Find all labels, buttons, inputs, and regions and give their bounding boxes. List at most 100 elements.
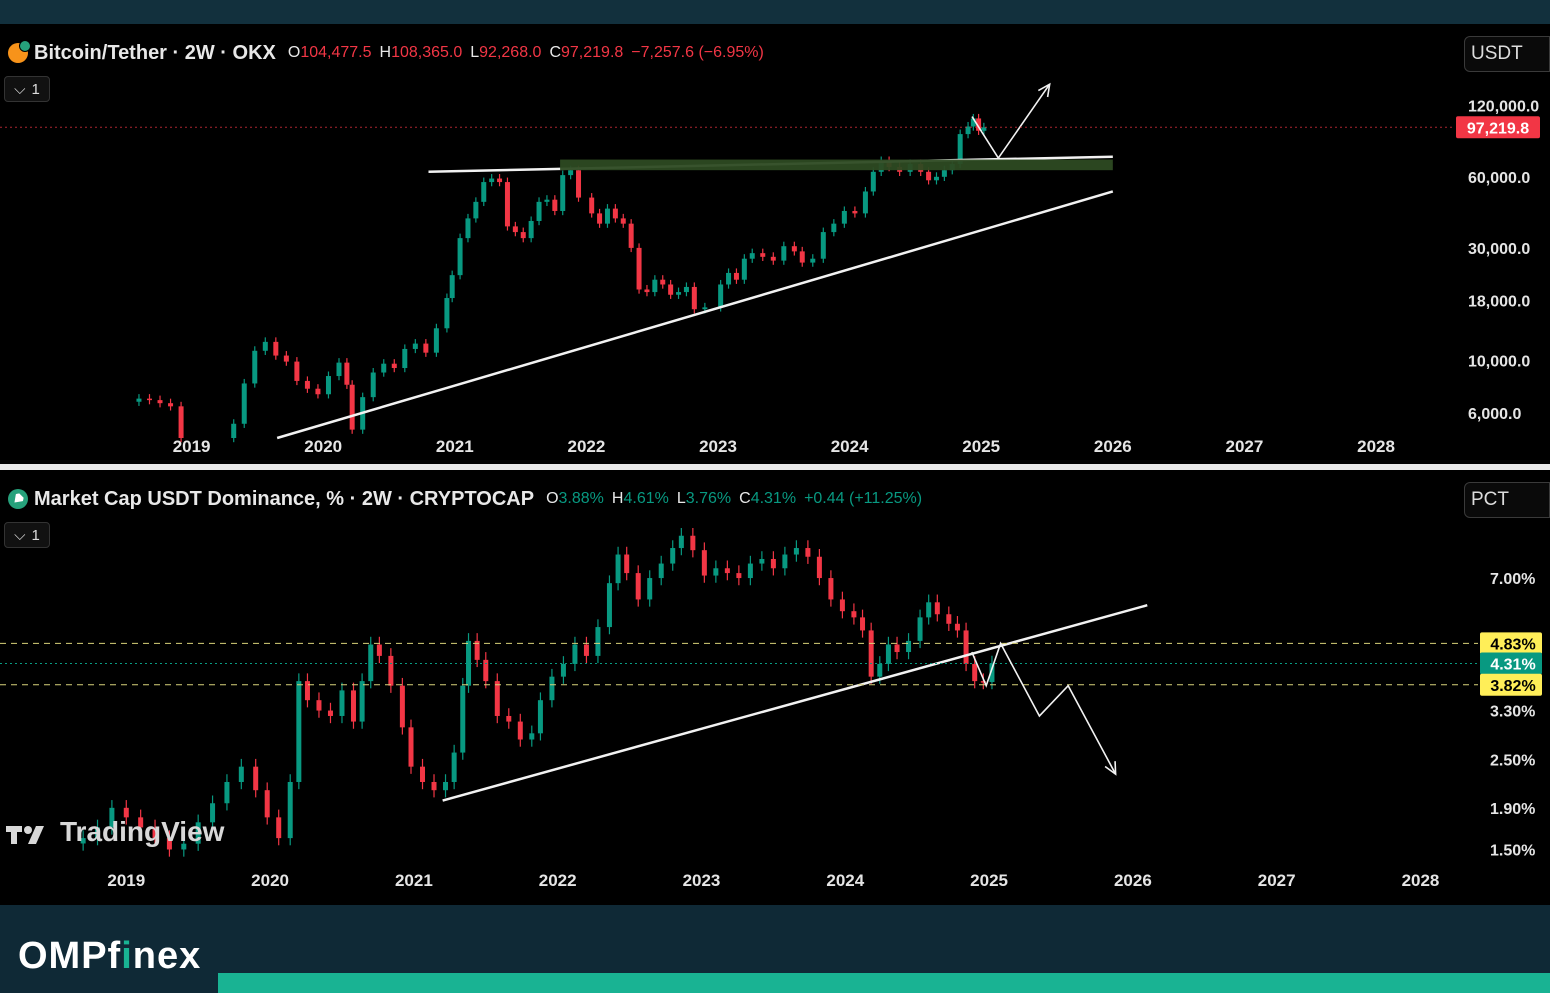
candle [339,690,345,716]
bitcoin-tether-icon [8,40,31,63]
y-tick-label: 120,000.0 [1468,99,1539,116]
candle [668,284,674,295]
candle [504,182,510,227]
candle [146,398,152,401]
usdt-high: 4.61% [623,490,669,507]
candle [402,348,408,369]
candle [483,659,489,682]
usdt-collapse-button[interactable]: ⌵ 1 [4,522,50,548]
candle [294,361,300,381]
tag-text: 4.31% [1490,657,1535,674]
candle [349,384,355,430]
candle [701,550,707,576]
candle [690,535,696,551]
btc-symbol-title[interactable]: Bitcoin/Tether · 2W · OKX [34,41,276,64]
usdt-open: 3.88% [558,490,604,507]
usdt-price-tag-current: 4.31% [1480,652,1542,675]
candle [529,733,535,740]
candle [273,341,279,356]
candle [109,807,115,828]
candle [759,558,765,564]
x-tick-label: 2027 [1258,871,1296,890]
projection-arrow-icon [1037,82,1051,98]
candle [497,178,503,183]
usdt-chart-svg[interactable]: 7.00% 2.50% 1.90% 1.50% 2019 2020 2021 2022 2023… [0,470,1550,905]
candle [252,350,258,384]
y-tick-label: 30,000.0 [1468,241,1530,258]
candle [597,213,603,224]
candle [926,171,932,181]
tether-icon [8,489,28,509]
candle [810,258,816,263]
candle [636,247,642,290]
btc-collapse-button[interactable]: ⌵ 1 [4,76,50,102]
candle [231,423,237,438]
candle [970,118,976,127]
y-tick-label: 1.90% [1490,801,1535,818]
x-tick-label: 2027 [1226,437,1264,456]
candle [831,223,837,233]
usdt-legend: Market Cap USDT Dominance, % · 2W · CRYP… [8,484,922,514]
candle [747,563,753,579]
x-tick-label: 2022 [568,437,606,456]
candle [816,556,822,579]
candle [195,822,201,844]
candle [718,284,724,308]
candle [885,644,891,664]
candle [166,838,172,850]
candle [552,199,558,211]
usdt-unit-button[interactable]: PCT [1464,482,1550,518]
candle [963,630,969,664]
candle [443,781,449,791]
candle [980,681,986,683]
candle [224,781,230,804]
candle [736,573,742,579]
y-tick-label: 6,000.0 [1468,406,1521,423]
tag-text: 3.82% [1490,678,1535,695]
x-tick-label: 2021 [436,437,474,456]
y-tick-label: 2.50% [1490,752,1535,769]
x-tick-label: 2028 [1402,871,1440,890]
btc-close: 97,219.8 [561,44,624,61]
candle [481,182,487,202]
x-tick-label: 2025 [970,871,1008,890]
btc-chart-panel[interactable]: 120,000.0 60,000.0 30,000.0 18,000.0 10,000.… [0,24,1550,464]
candle [412,343,418,349]
x-tick-label: 2019 [107,871,145,890]
candle [276,817,282,839]
candle [615,554,621,584]
candle [862,191,868,214]
candle [449,275,455,299]
candle [560,175,566,211]
usdt-dominance-chart-panel[interactable]: 7.00% 2.50% 1.90% 1.50% 2019 2020 2021 2022 2023… [0,470,1550,905]
btc-open: 104,477.5 [300,44,372,61]
candle [972,663,978,682]
candle [138,817,144,828]
btc-unit-button[interactable]: USDT [1464,36,1550,72]
y-tick-label: 18,000.0 [1468,293,1530,310]
candle [647,578,653,600]
candle [957,134,963,164]
candle [423,343,429,353]
tag-bg [1456,116,1540,139]
candle [489,178,495,183]
top-band [0,0,1550,24]
candle [852,210,858,214]
chevron-down-icon: ⌵ [14,526,26,544]
candle [473,201,479,219]
candle [327,710,333,716]
candle [304,380,310,389]
pane-divider[interactable] [0,464,1550,470]
candle [624,554,630,574]
projection-path [971,641,1117,775]
btc-last-price-tag: 97,219.8 [1456,116,1540,139]
usdt-symbol-title[interactable]: Market Cap USDT Dominance, % · 2W · CRYP… [34,487,535,510]
candle [152,827,158,839]
projection-arrow-icon [1104,761,1117,776]
btc-chart-svg[interactable]: 120,000.0 60,000.0 30,000.0 18,000.0 10,000.… [0,24,1550,464]
candle [658,563,664,579]
candle [123,807,129,818]
btc-change: −7,257.6 (−6.95%) [631,44,764,61]
y-tick-label: 3.30% [1490,704,1535,721]
btc-high: 108,365.0 [391,44,463,61]
